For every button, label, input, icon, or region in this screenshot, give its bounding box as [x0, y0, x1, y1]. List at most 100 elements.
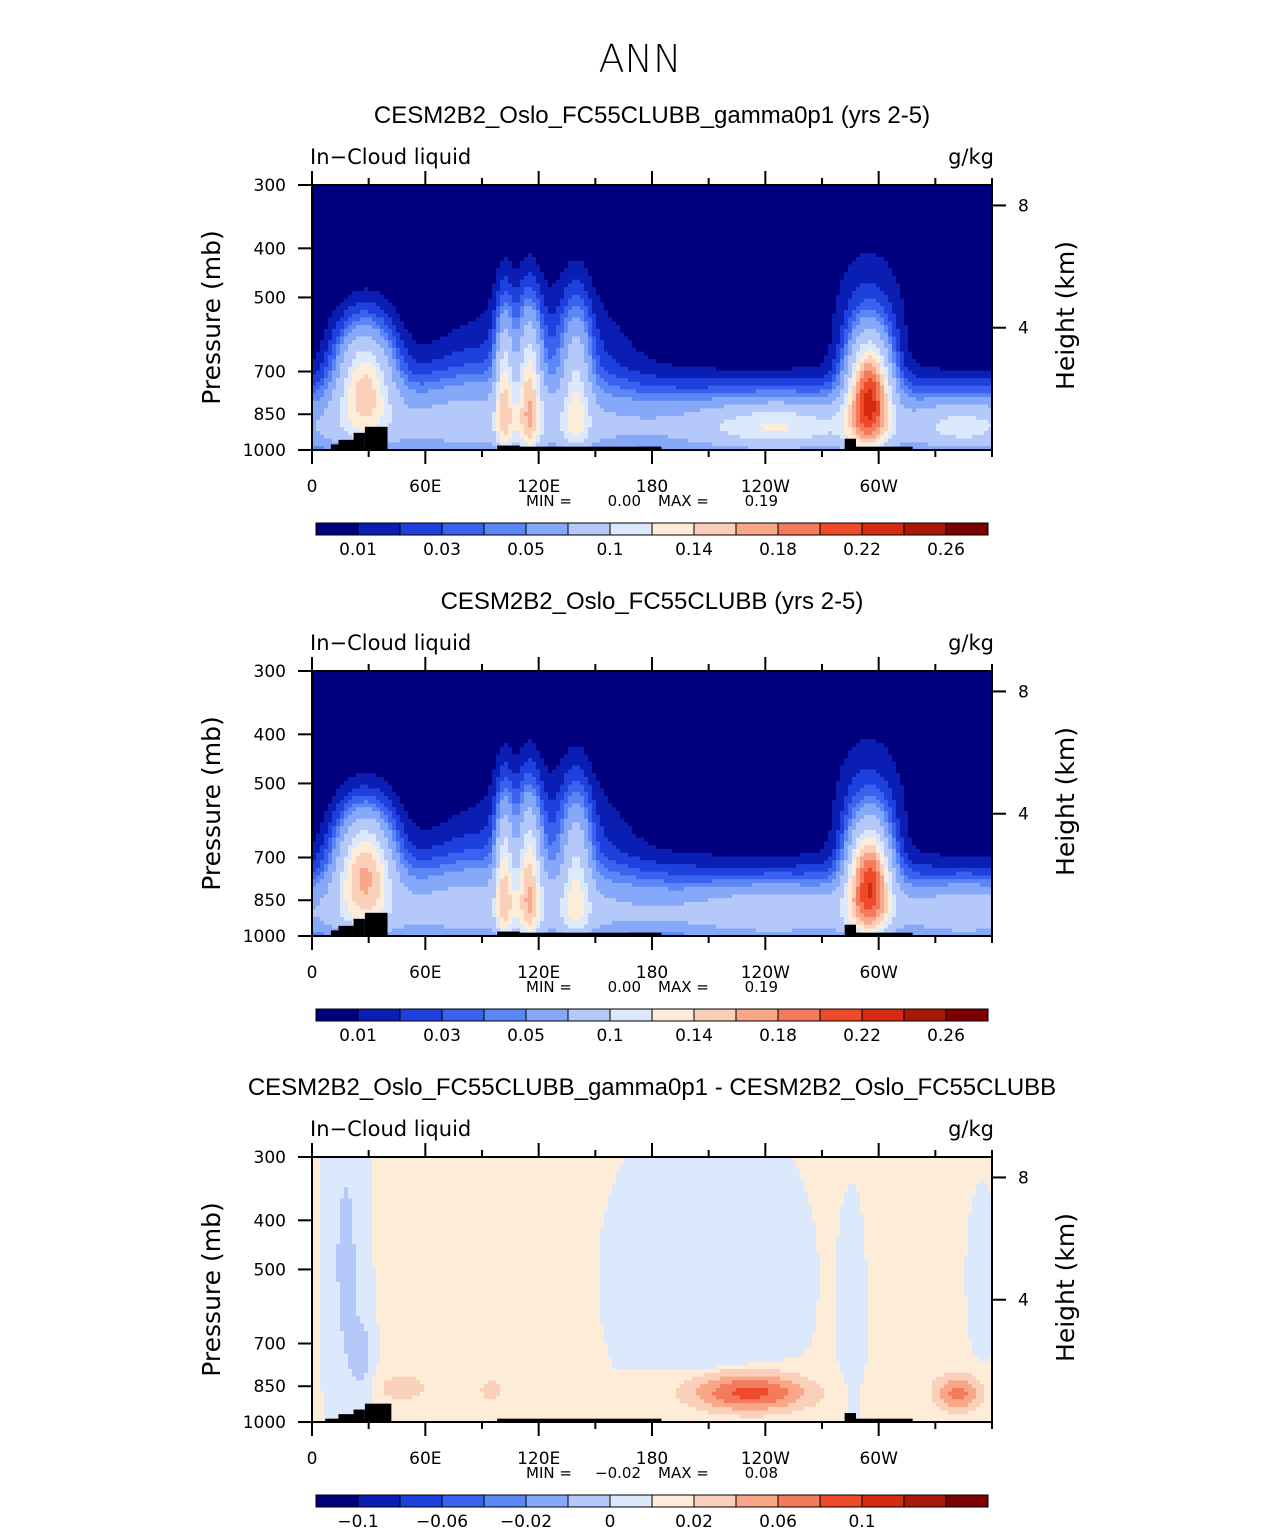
contour-cell: [584, 313, 589, 319]
contour-cell: [364, 256, 369, 262]
contour-cell: [500, 196, 505, 201]
contour-cell: [592, 256, 597, 262]
contour-cell: [320, 279, 325, 285]
contour-cell: [484, 427, 489, 432]
contour-cell: [328, 188, 333, 194]
contour-cell: [380, 192, 385, 197]
contour-cell: [564, 230, 569, 235]
contour-cell: [432, 347, 437, 353]
contour-cell: [588, 431, 593, 436]
contour-cell: [332, 309, 337, 315]
contour-cell: [316, 438, 321, 444]
contour-cell: [520, 238, 525, 243]
contour-cell: [380, 238, 385, 243]
contour-cell: [560, 438, 565, 444]
contour-cell: [484, 230, 489, 235]
contour-cell: [520, 404, 525, 409]
contour-cell: [412, 306, 417, 311]
contour-cell: [396, 306, 401, 311]
contour-cell: [424, 291, 429, 296]
contour-cell: [472, 200, 477, 205]
contour-cell: [388, 374, 393, 379]
contour-cell: [432, 245, 437, 250]
contour-cell: [588, 268, 593, 273]
contour-cell: [380, 196, 385, 201]
contour-cell: [492, 378, 497, 383]
contour-cell: [472, 400, 477, 406]
contour-cell: [388, 222, 393, 228]
contour-cell: [420, 359, 425, 364]
contour-cell: [440, 283, 445, 288]
contour-cell: [412, 275, 417, 281]
contour-cell: [520, 328, 525, 334]
contour-cell: [560, 355, 565, 360]
contour-cell: [364, 378, 369, 383]
contour-cell: [584, 192, 589, 197]
contour-cell: [388, 359, 393, 364]
contour-cell: [504, 344, 509, 349]
contour-cell: [424, 222, 429, 228]
contour-field: [312, 185, 993, 451]
contour-cell: [452, 415, 457, 421]
contour-cell: [392, 260, 397, 266]
contour-cell: [380, 256, 385, 262]
contour-cell: [584, 226, 589, 232]
contour-cell: [532, 234, 537, 239]
contour-cell: [408, 241, 413, 247]
contour-cell: [592, 287, 597, 292]
contour-cell: [552, 415, 557, 421]
contour-cell: [556, 302, 561, 307]
contour-cell: [540, 404, 545, 409]
contour-cell: [500, 275, 505, 281]
contour-cell: [368, 412, 373, 417]
contour-cell: [316, 241, 321, 247]
contour-cell: [424, 302, 429, 307]
contour-cell: [576, 442, 581, 447]
contour-cell: [504, 249, 509, 254]
contour-cell: [432, 427, 437, 432]
contour-cell: [512, 196, 517, 201]
contour-cell: [452, 309, 457, 315]
contour-cell: [452, 359, 457, 364]
contour-cell: [324, 366, 329, 372]
contour-cell: [412, 188, 417, 194]
contour-cell: [416, 431, 421, 436]
contour-cell: [364, 400, 369, 406]
contour-cell: [588, 287, 593, 292]
contour-cell: [540, 347, 545, 353]
contour-cell: [364, 370, 369, 375]
contour-cell: [356, 351, 361, 356]
contour-cell: [596, 188, 601, 194]
contour-cell: [520, 370, 525, 375]
contour-cell: [424, 238, 429, 243]
contour-cell: [372, 336, 377, 341]
contour-cell: [480, 366, 485, 372]
contour-cell: [580, 203, 585, 209]
contour-cell: [324, 200, 329, 205]
contour-cell: [508, 200, 513, 205]
contour-cell: [500, 211, 505, 216]
contour-cell: [492, 328, 497, 334]
contour-cell: [532, 340, 537, 345]
contour-cell: [500, 283, 505, 288]
contour-cell: [460, 317, 465, 322]
contour-cell: [512, 434, 517, 440]
contour-cell: [320, 203, 325, 209]
contour-cell: [408, 211, 413, 216]
contour-cell: [548, 279, 553, 285]
contour-cell: [484, 438, 489, 444]
contour-cell: [320, 397, 325, 402]
contour-cell: [596, 260, 601, 266]
contour-cell: [500, 397, 505, 402]
contour-cell: [520, 309, 525, 315]
contour-cell: [504, 370, 509, 375]
contour-cell: [428, 264, 433, 269]
contour-cell: [384, 347, 389, 353]
contour-cell: [364, 268, 369, 273]
contour-cell: [400, 393, 405, 398]
contour-cell: [500, 200, 505, 205]
contour-cell: [548, 397, 553, 402]
contour-cell: [312, 317, 317, 322]
contour-cell: [588, 385, 593, 391]
